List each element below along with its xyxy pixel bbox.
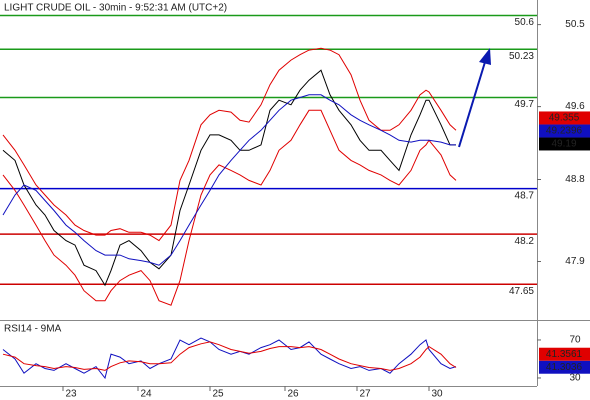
- y-tick-label: 70: [569, 335, 581, 346]
- x-tick-label: 27: [359, 389, 371, 400]
- series-line: [2, 341, 457, 371]
- y-tick-label: 48.8: [565, 174, 585, 185]
- x-tick-label: 23: [65, 389, 77, 400]
- level-label: 50.6: [515, 17, 535, 28]
- series-line: [2, 109, 457, 306]
- x-tick-label: 26: [287, 389, 299, 400]
- level-label: 48.2: [515, 236, 535, 247]
- plot-layer: 50.5 49.6 48.8 47.9 23 24 25 26 27 30 50.6 50.23 49.…: [0, 14, 590, 400]
- series-line: [2, 47, 457, 242]
- y-tick-label: 47.9: [565, 256, 585, 267]
- value-box-label: 49.2396: [546, 126, 583, 137]
- series-line: [2, 94, 456, 266]
- value-box-label: 41.3036: [546, 362, 583, 373]
- forecast-arrowhead: [479, 48, 491, 65]
- level-label: 48.7: [515, 190, 535, 201]
- rsi-title: RSI14 - 9MA: [4, 324, 62, 335]
- x-tick-label: 25: [212, 389, 224, 400]
- value-box: [539, 124, 590, 138]
- x-tick-label: 30: [431, 389, 443, 400]
- y-tick-label: 30: [569, 373, 581, 384]
- y-tick-label: 50.5: [565, 19, 585, 30]
- series-line: [2, 337, 457, 380]
- value-box: [539, 111, 590, 125]
- level-label: 49.7: [515, 99, 535, 110]
- value-box: [539, 137, 590, 151]
- value-box-label: 49.355: [549, 113, 580, 124]
- level-label: 47.65: [509, 286, 534, 297]
- chart-title: LIGHT CRUDE OIL - 30min - 9:52:31 AM (UT…: [4, 3, 227, 14]
- series-line: [2, 69, 456, 287]
- level-label: 50.23: [509, 51, 534, 62]
- value-box-label: 41.3561: [546, 349, 583, 360]
- value-box: [539, 347, 590, 361]
- forecast-arrow: [458, 61, 486, 148]
- y-tick-label: 49.6: [565, 101, 585, 112]
- value-box-label: 49.19: [551, 139, 576, 150]
- x-tick-label: 24: [140, 389, 152, 400]
- value-box: [539, 360, 590, 374]
